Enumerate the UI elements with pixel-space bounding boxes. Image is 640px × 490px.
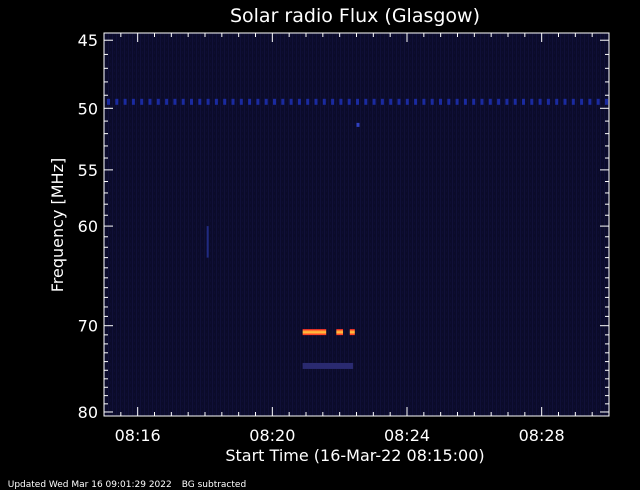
x-axis: 08:16 08:20 08:24 08:28	[115, 33, 593, 445]
x-tick-label: 08:20	[249, 426, 295, 445]
interference-dash	[546, 98, 550, 105]
weak-emission	[302, 362, 354, 369]
interference-dash	[281, 98, 285, 105]
interference-dash	[513, 98, 517, 105]
interference-dash	[256, 98, 260, 105]
x-tick-label: 08:28	[519, 426, 565, 445]
interference-dash	[206, 98, 210, 105]
interference-dash	[190, 98, 193, 105]
interference-dash	[231, 98, 235, 105]
interference-dash	[306, 98, 310, 105]
interference-dash	[530, 98, 534, 105]
interference-dash	[596, 98, 600, 105]
emission-spike	[356, 122, 360, 127]
interference-dash	[339, 98, 343, 105]
radio-burst	[349, 329, 355, 336]
interference-dash	[123, 98, 127, 105]
interference-dash	[571, 98, 575, 105]
interference-dash	[372, 98, 376, 105]
spectrogram-chart: Solar radio Flux (Glasgow) 455055607080 …	[48, 5, 610, 465]
background-note: BG subtracted	[181, 480, 247, 490]
interference-dash	[605, 98, 608, 105]
interference-dash	[248, 98, 252, 105]
interference-dash	[165, 98, 169, 105]
interference-dash	[455, 98, 459, 105]
interference-dash	[522, 98, 525, 105]
y-tick-label: 80	[78, 403, 98, 422]
chart-title: Solar radio Flux (Glasgow)	[230, 5, 480, 27]
interference-dash	[322, 98, 326, 105]
interference-dash	[115, 98, 119, 105]
interference-dash	[555, 98, 559, 105]
y-tick-label: 45	[78, 31, 98, 50]
interference-dash	[107, 98, 110, 105]
x-axis-label: Start Time (16-Mar-22 08:15:00)	[225, 446, 484, 465]
interference-dash	[538, 98, 542, 105]
interference-dash	[297, 98, 301, 105]
y-axis: 45 50 55 60 70 80	[78, 31, 609, 422]
interference-dash	[364, 98, 368, 105]
interference-dash	[563, 98, 567, 105]
interference-dash	[140, 98, 144, 105]
interference-dash	[505, 98, 509, 105]
radio-burst	[302, 329, 327, 336]
plot-background	[104, 33, 609, 416]
interference-dash	[198, 98, 202, 105]
interference-dash	[480, 98, 484, 105]
interference-dash	[588, 98, 592, 105]
y-tick-label: 50	[78, 99, 98, 118]
interference-dash	[264, 98, 268, 105]
spectrogram-features	[107, 98, 608, 369]
interference-dash	[422, 98, 426, 105]
interference-dash	[273, 98, 276, 105]
interference-dash	[463, 98, 467, 105]
x-tick-label: 08:24	[384, 426, 430, 445]
interference-dash	[356, 98, 359, 105]
y-tick-label: 60	[78, 217, 98, 236]
interference-dash	[239, 98, 243, 105]
interference-dash	[405, 98, 409, 105]
interference-dash	[430, 98, 434, 105]
interference-dash	[156, 98, 160, 105]
interference-dash	[397, 98, 401, 105]
interference-dash	[347, 98, 351, 105]
interference-dash	[331, 98, 335, 105]
interference-dash	[314, 98, 318, 105]
interference-dash	[488, 98, 492, 105]
interference-dash	[148, 98, 152, 105]
interference-dash	[439, 98, 442, 105]
footer: Updated Wed Mar 16 09:01:29 2022 BG subtr…	[2, 470, 256, 490]
interference-dash	[497, 98, 501, 105]
interference-dash	[181, 98, 185, 105]
interference-dash	[173, 98, 177, 105]
updated-timestamp: Updated Wed Mar 16 09:01:29 2022	[7, 480, 172, 490]
y-axis-label: Frequency [MHz]	[48, 158, 67, 292]
radio-burst	[336, 329, 344, 336]
interference-dash	[289, 98, 293, 105]
interference-dash	[389, 98, 393, 105]
interference-dash	[447, 98, 451, 105]
interference-dash	[380, 98, 384, 105]
interference-dash	[223, 98, 227, 105]
interference-dash	[472, 98, 476, 105]
interference-dash	[414, 98, 418, 105]
interference-dash	[580, 98, 584, 105]
interference-dash	[214, 98, 218, 105]
interference-dash	[131, 98, 135, 105]
y-tick-label: 70	[78, 317, 98, 336]
vertical-streak	[206, 226, 209, 258]
y-tick-label: 55	[78, 161, 98, 180]
x-tick-label: 08:16	[115, 426, 161, 445]
